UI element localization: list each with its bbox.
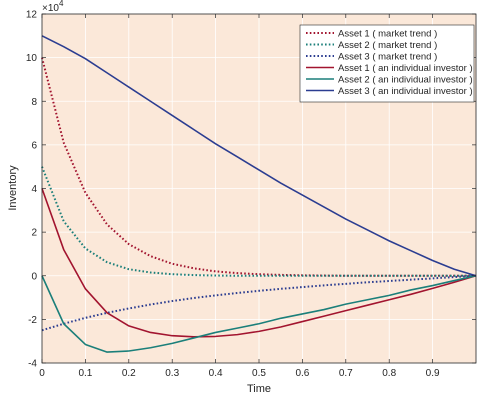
- y-tick-label: 12: [26, 10, 38, 21]
- legend-entry: Asset 3 ( market trend ): [338, 51, 437, 62]
- series-line-6: [41, 35, 477, 277]
- series-line-2: [41, 166, 476, 277]
- series-line-3: [41, 274, 477, 332]
- y-exponent-base: ×10: [42, 3, 59, 14]
- series-line-5: [41, 274, 477, 353]
- y-tick-label: 6: [31, 140, 37, 151]
- y-tick-label: 2: [31, 228, 37, 239]
- y-exponent-label: ×104: [42, 0, 64, 14]
- legend-entry: Asset 2 ( an individual investor ): [338, 74, 473, 85]
- y-tick-label: 8: [31, 97, 37, 108]
- legend-entry: Asset 2 ( market trend ): [338, 40, 437, 51]
- x-tick-label: 0.3: [165, 368, 179, 379]
- x-tick-label: 0.4: [209, 368, 223, 379]
- x-tick-label: 0.5: [252, 368, 266, 379]
- series-line-4: [41, 188, 477, 338]
- x-tick-label: 0.1: [78, 368, 92, 379]
- series-layer: [41, 35, 477, 353]
- series-line-1: [41, 57, 476, 277]
- legend-box: [299, 24, 475, 103]
- y-tick-label: 0: [31, 271, 37, 282]
- y-tick-label: 10: [26, 53, 38, 64]
- y-tick-label: 4: [31, 184, 37, 195]
- y-axis-label: Inventory: [7, 165, 19, 211]
- x-axis-label: Time: [247, 383, 271, 395]
- legend-entry: Asset 1 ( an individual investor ): [338, 63, 473, 74]
- legend-entry: Asset 3 ( an individual investor ): [338, 86, 473, 97]
- x-tick-label: 0.8: [382, 368, 396, 379]
- x-tick-label: 0.6: [295, 368, 309, 379]
- y-tick-label: -4: [28, 359, 37, 370]
- legend-entry: Asset 1 ( market trend ): [338, 28, 437, 39]
- axis-ticks: 0 0.1 0.2 0.3 0.4 0.5 0.6 0.7 0.8 0.9 -4 -2 0 2 4 6 8 10 1…: [26, 10, 476, 379]
- x-tick-label: 0.9: [426, 368, 440, 379]
- x-tick-label: 0.2: [122, 368, 136, 379]
- x-tick-label: 0.7: [339, 368, 353, 379]
- y-exponent-power: 4: [59, 0, 64, 8]
- y-tick-label: -2: [28, 315, 37, 326]
- x-tick-label: 0: [39, 368, 45, 379]
- legend: Asset 1 ( market trend )Asset 2 ( market…: [299, 24, 475, 103]
